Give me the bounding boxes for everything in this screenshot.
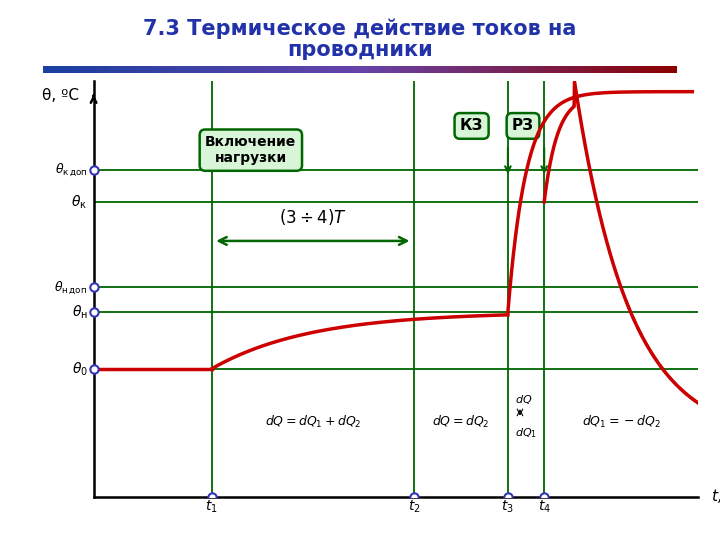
Text: проводники: проводники [287, 40, 433, 60]
Text: $\theta_{\mathregular{н\,доп}}$: $\theta_{\mathregular{н\,доп}}$ [55, 279, 88, 295]
Text: РЗ: РЗ [512, 118, 534, 133]
Text: Включение
нагрузки: Включение нагрузки [205, 135, 297, 165]
Text: $dQ_1 = -dQ_2$: $dQ_1 = -dQ_2$ [582, 414, 661, 430]
Text: $(3\div4)T$: $(3\div4)T$ [279, 207, 347, 227]
Text: $\theta_{\mathregular{н}}$: $\theta_{\mathregular{н}}$ [71, 303, 88, 321]
Text: $t_3$: $t_3$ [502, 498, 514, 515]
Text: $t_2$: $t_2$ [408, 498, 420, 515]
Text: θ, ºC: θ, ºC [42, 87, 79, 103]
Text: $\theta_{\mathregular{к}}$: $\theta_{\mathregular{к}}$ [71, 193, 88, 211]
Text: $\theta_{\mathregular{к\,доп}}$: $\theta_{\mathregular{к\,доп}}$ [55, 161, 88, 178]
Text: $t_4$: $t_4$ [538, 498, 551, 515]
Text: $dQ = dQ_2$: $dQ = dQ_2$ [432, 414, 490, 430]
Text: КЗ: КЗ [460, 118, 483, 133]
Text: $t_1$: $t_1$ [205, 498, 218, 515]
Text: $dQ_1$: $dQ_1$ [515, 426, 537, 440]
Text: $\theta_{\mathregular{0}}$: $\theta_{\mathregular{0}}$ [71, 360, 88, 377]
Text: $dQ$: $dQ$ [515, 393, 533, 406]
Text: 7.3 Термическое действие токов на: 7.3 Термическое действие токов на [143, 19, 577, 39]
Text: t, c: t, c [711, 489, 720, 504]
Text: $dQ = dQ_1 + dQ_2$: $dQ = dQ_1 + dQ_2$ [264, 414, 361, 430]
